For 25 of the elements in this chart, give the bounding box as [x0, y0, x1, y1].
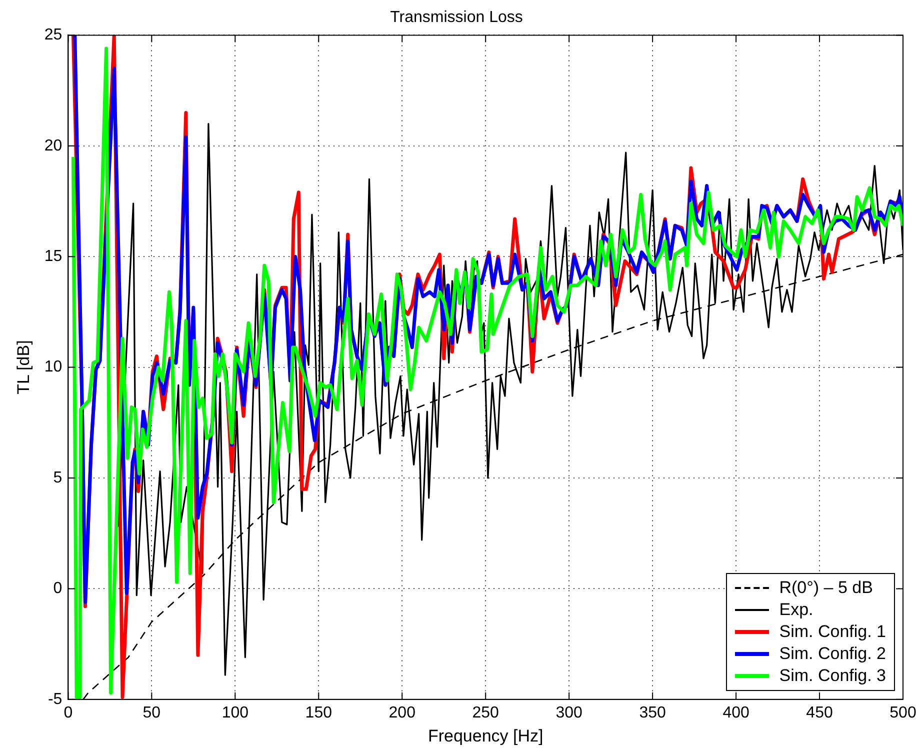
x-tick-label: 100 [222, 704, 249, 722]
legend-label: Exp. [779, 599, 814, 622]
x-tick-label: 400 [722, 704, 750, 722]
x-tick-label: 50 [142, 704, 161, 722]
x-tick-label: 500 [890, 704, 916, 722]
legend-label: R(0°) – 5 dB [779, 577, 873, 600]
x-tick-label: 150 [305, 704, 332, 722]
chart-title: Transmission Loss [390, 9, 523, 26]
x-axis-title: Frequency [Hz] [428, 726, 544, 746]
y-tick-label: 25 [44, 26, 62, 44]
x-tick-label: 250 [472, 704, 500, 722]
legend-label: Sim. Config. 3 [779, 665, 886, 688]
y-tick-label: 0 [53, 580, 62, 598]
y-tick-label: 20 [44, 137, 62, 154]
y-tick-label: -5 [48, 690, 62, 708]
x-tick-label: 450 [806, 704, 833, 722]
y-tick-label: 15 [44, 248, 62, 266]
x-tick-label: 200 [388, 704, 416, 722]
x-tick-label: 350 [639, 704, 666, 722]
y-tick-label: 10 [44, 358, 62, 376]
y-tick-label: 5 [53, 469, 62, 486]
legend-label: Sim. Config. 1 [779, 621, 886, 644]
x-tick-label: 300 [556, 704, 583, 722]
y-axis-title: TL [dB] [14, 340, 33, 394]
legend-label: Sim. Config. 2 [779, 643, 886, 666]
